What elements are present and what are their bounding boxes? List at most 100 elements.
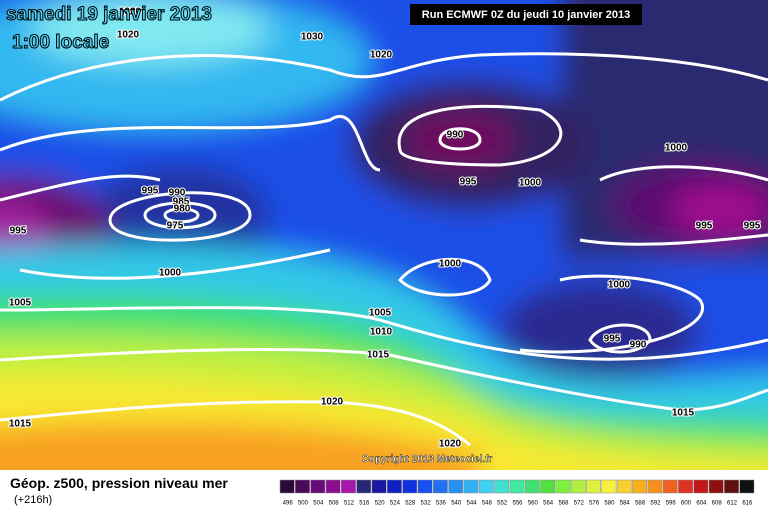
- color-swatch: [417, 479, 433, 494]
- isobar-label: 1005: [369, 308, 392, 319]
- color-swatch: [540, 479, 556, 494]
- color-label: 496: [283, 501, 294, 507]
- color-swatch: [325, 479, 341, 494]
- isobar-label: 990: [447, 130, 464, 141]
- color-swatch: [693, 479, 709, 494]
- color-swatch: [616, 479, 632, 494]
- color-label: 596: [666, 501, 677, 507]
- isobar-label: 1010: [370, 327, 393, 338]
- color-label: 508: [329, 501, 340, 507]
- isobar-label: 1000: [439, 259, 462, 270]
- color-label: 584: [620, 501, 631, 507]
- color-label: 512: [344, 501, 355, 507]
- color-label: 524: [390, 501, 401, 507]
- color-label: 580: [604, 501, 615, 507]
- isobars: [0, 52, 768, 447]
- color-label: 500: [298, 501, 309, 507]
- isobar-label: 1015: [9, 419, 32, 430]
- color-label: 572: [574, 501, 585, 507]
- legend-title: Géop. z500, pression niveau mer: [10, 475, 228, 491]
- color-swatch: [279, 479, 295, 494]
- color-label: 592: [650, 501, 661, 507]
- isobar-label: 1020: [321, 397, 344, 408]
- isobar-label: 1020: [370, 50, 393, 61]
- color-label: 520: [375, 501, 386, 507]
- color-swatch: [524, 479, 540, 494]
- color-swatch: [402, 479, 418, 494]
- color-swatch: [432, 479, 448, 494]
- color-label: 504: [313, 501, 324, 507]
- isobar-label: 995: [460, 177, 477, 188]
- color-swatch: [448, 479, 464, 494]
- isobar-label: 975: [167, 221, 184, 232]
- color-label: 616: [742, 501, 753, 507]
- isobar-label: 995: [744, 221, 761, 232]
- color-label: 612: [727, 501, 738, 507]
- color-label: 608: [712, 501, 723, 507]
- color-swatch: [601, 479, 617, 494]
- color-swatch: [647, 479, 663, 494]
- isobar-label: 1000: [159, 268, 182, 279]
- color-label: 516: [359, 501, 370, 507]
- forecast-lead: (+216h): [14, 494, 52, 506]
- color-label: 600: [681, 501, 692, 507]
- isobar-label: 1005: [9, 298, 32, 309]
- color-label: 536: [436, 501, 447, 507]
- isobar-label: 1000: [665, 143, 688, 154]
- isobar-label: 985: [173, 197, 190, 208]
- color-swatch: [555, 479, 571, 494]
- color-swatch: [632, 479, 647, 494]
- color-swatch: [295, 479, 310, 494]
- isobar-label: 1015: [367, 350, 390, 361]
- color-swatch: [570, 479, 586, 494]
- color-label: 552: [497, 501, 508, 507]
- time: 1:00 locale: [12, 32, 109, 53]
- color-label: 548: [482, 501, 493, 507]
- color-swatch: [586, 479, 602, 494]
- isobar-label: 1000: [608, 280, 631, 291]
- isobar-label: 1020: [117, 30, 140, 41]
- copyright: Copyright 2013 Meteociel.fr: [362, 454, 493, 465]
- color-swatch: [463, 479, 479, 494]
- color-swatch: [341, 479, 356, 494]
- color-swatch: [371, 479, 387, 494]
- color-swatch: [662, 479, 678, 494]
- isobar-label: 990: [169, 188, 186, 199]
- isobar-label: 1000: [519, 178, 542, 189]
- color-label: 604: [696, 501, 707, 507]
- color-label: 540: [451, 501, 462, 507]
- color-swatch: [509, 479, 525, 494]
- isobar-label: 995: [696, 221, 713, 232]
- run-info: Run ECMWF 0Z du jeudi 10 janvier 2013: [422, 9, 630, 21]
- color-swatch: [724, 479, 739, 494]
- isobar-label: 995: [10, 226, 27, 237]
- color-label: 528: [405, 501, 416, 507]
- run-box: [410, 4, 642, 25]
- color-swatch: [478, 479, 494, 494]
- isobar-label: 990: [630, 340, 647, 351]
- isobar-label: 1020: [119, 7, 142, 18]
- color-label: 576: [589, 501, 600, 507]
- color-label: 544: [467, 501, 478, 507]
- color-label: 556: [512, 501, 523, 507]
- isobar-label: 1015: [672, 408, 695, 419]
- color-swatch: [310, 479, 326, 494]
- isobar-label: 980: [174, 204, 191, 215]
- color-swatch: [678, 479, 693, 494]
- color-label: 588: [635, 501, 646, 507]
- isobar-label: 1020: [439, 439, 462, 450]
- date: samedi 19 janvier 2013: [6, 4, 212, 25]
- color-label: 560: [528, 501, 539, 507]
- color-swatch: [387, 479, 402, 494]
- color-label: 564: [543, 501, 554, 507]
- color-label: 532: [421, 501, 432, 507]
- color-label: 568: [558, 501, 569, 507]
- isobar-label: 995: [142, 186, 159, 197]
- color-swatch: [708, 479, 724, 494]
- color-swatch: [356, 479, 372, 494]
- color-swatch: [739, 479, 755, 494]
- color-swatch: [494, 479, 510, 494]
